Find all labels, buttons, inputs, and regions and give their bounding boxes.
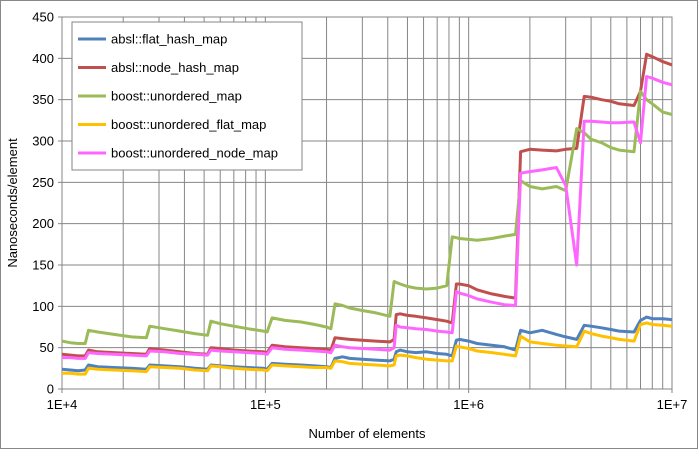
legend: absl::flat_hash_mapabsl::node_hash_mapbo… <box>71 21 303 171</box>
legend-label-1: absl::node_hash_map <box>111 60 239 75</box>
y-tick-label: 400 <box>32 51 54 66</box>
y-tick-label: 350 <box>32 92 54 107</box>
legend-label-4: boost::unordered_node_map <box>111 146 278 161</box>
x-tick-label: 1E+6 <box>453 397 484 412</box>
y-tick-label: 450 <box>32 10 54 25</box>
series-line-4 <box>62 75 673 360</box>
y-axis-title: Nanoseconds/element <box>5 138 20 268</box>
legend-label-0: absl::flat_hash_map <box>111 32 227 47</box>
x-axis-ticks: 1E+4 1E+5 1E+6 1E+7 <box>47 389 688 412</box>
series-line-3 <box>62 321 673 376</box>
y-tick-label: 0 <box>47 382 54 397</box>
y-tick-label: 50 <box>40 340 54 355</box>
series-lines <box>61 52 673 376</box>
y-axis-ticks: 0 50 100 150 200 250 300 350 400 450 <box>32 10 62 397</box>
series-line-2 <box>61 89 673 345</box>
x-axis-title: Number of elements <box>308 426 426 441</box>
x-tick-label: 1E+4 <box>47 397 78 412</box>
legend-label-2: boost::unordered_map <box>111 89 242 104</box>
y-tick-label: 250 <box>32 175 54 190</box>
plot-area-frame <box>61 16 673 390</box>
y-tick-label: 150 <box>32 258 54 273</box>
y-tick-label: 200 <box>32 216 54 231</box>
x-tick-label: 1E+7 <box>657 397 688 412</box>
y-tick-label: 300 <box>32 134 54 149</box>
y-tick-label: 100 <box>32 299 54 314</box>
legend-box <box>71 21 303 171</box>
legend-label-3: boost::unordered_flat_map <box>111 117 266 132</box>
x-tick-label: 1E+5 <box>250 397 281 412</box>
